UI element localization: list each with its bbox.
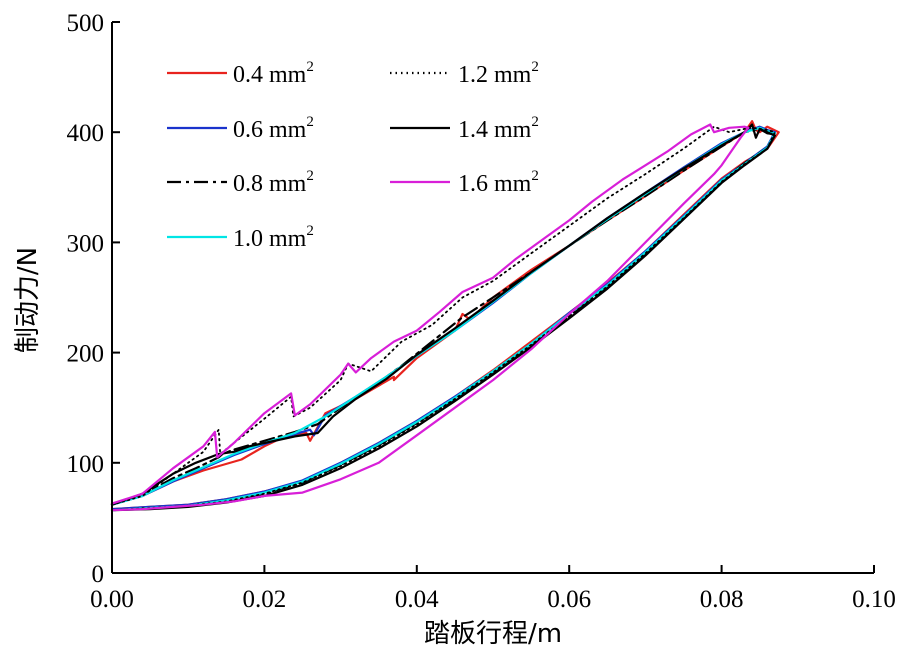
series-line-1-6-mm [110,123,750,512]
y-tick-label: 200 [67,341,105,368]
x-tick-label: 0.00 [90,586,134,613]
legend-label: 1.2 mm2 [458,59,539,88]
y-tick-label: 0 [92,561,105,588]
legend-label: 0.8 mm2 [233,168,314,197]
series-line-0-4-mm [110,120,780,511]
legend-label: 1.4 mm2 [458,114,539,143]
y-tick-label: 500 [67,10,105,37]
legend-item-1-4-mm: 1.4 mm2 [390,114,539,143]
series-line-1-2-mm [111,125,776,512]
series-line-1-4-mm [110,123,777,512]
x-tick-label: 0.06 [547,586,591,613]
y-tick-label: 400 [67,120,105,147]
legend-item-1-2-mm: 1.2 mm2 [390,59,539,88]
series-line-0-8-mm [110,127,777,512]
y-axis-title: 制动力/N [13,247,43,353]
y-tick-label: 300 [67,230,105,257]
series-line-0-6-mm [110,125,777,511]
x-tick-label: 0.08 [700,586,744,613]
legend: 0.4 mm2 0.6 mm2 0.8 mm2 1.0 mm2 1.2 mm2 1.4 m… [167,59,539,252]
axes [111,22,874,574]
legend-label: 1.0 mm2 [233,223,314,252]
legend-item-1-0-mm: 1.0 mm2 [167,223,314,252]
legend-item-1-6-mm: 1.6 mm2 [390,168,539,197]
x-axis-title: 踏板行程/m [424,619,562,649]
ticks: 0.00 0.02 0.04 0.06 0.08 0.10 0 100 200 300 400 500 [67,10,896,613]
legend-item-0-4-mm: 0.4 mm2 [167,59,314,88]
legend-label: 0.6 mm2 [233,114,314,143]
legend-item-0-8-mm: 0.8 mm2 [167,168,314,197]
legend-label: 1.6 mm2 [458,168,539,197]
y-tick-label: 100 [67,451,105,478]
x-tick-label: 0.10 [852,586,896,613]
x-tick-label: 0.02 [243,586,287,613]
legend-label: 0.4 mm2 [233,59,314,88]
series-lines [110,120,780,512]
x-tick-label: 0.04 [395,586,439,613]
legend-item-0-6-mm: 0.6 mm2 [167,114,314,143]
series-line-1-0-mm [110,126,777,512]
